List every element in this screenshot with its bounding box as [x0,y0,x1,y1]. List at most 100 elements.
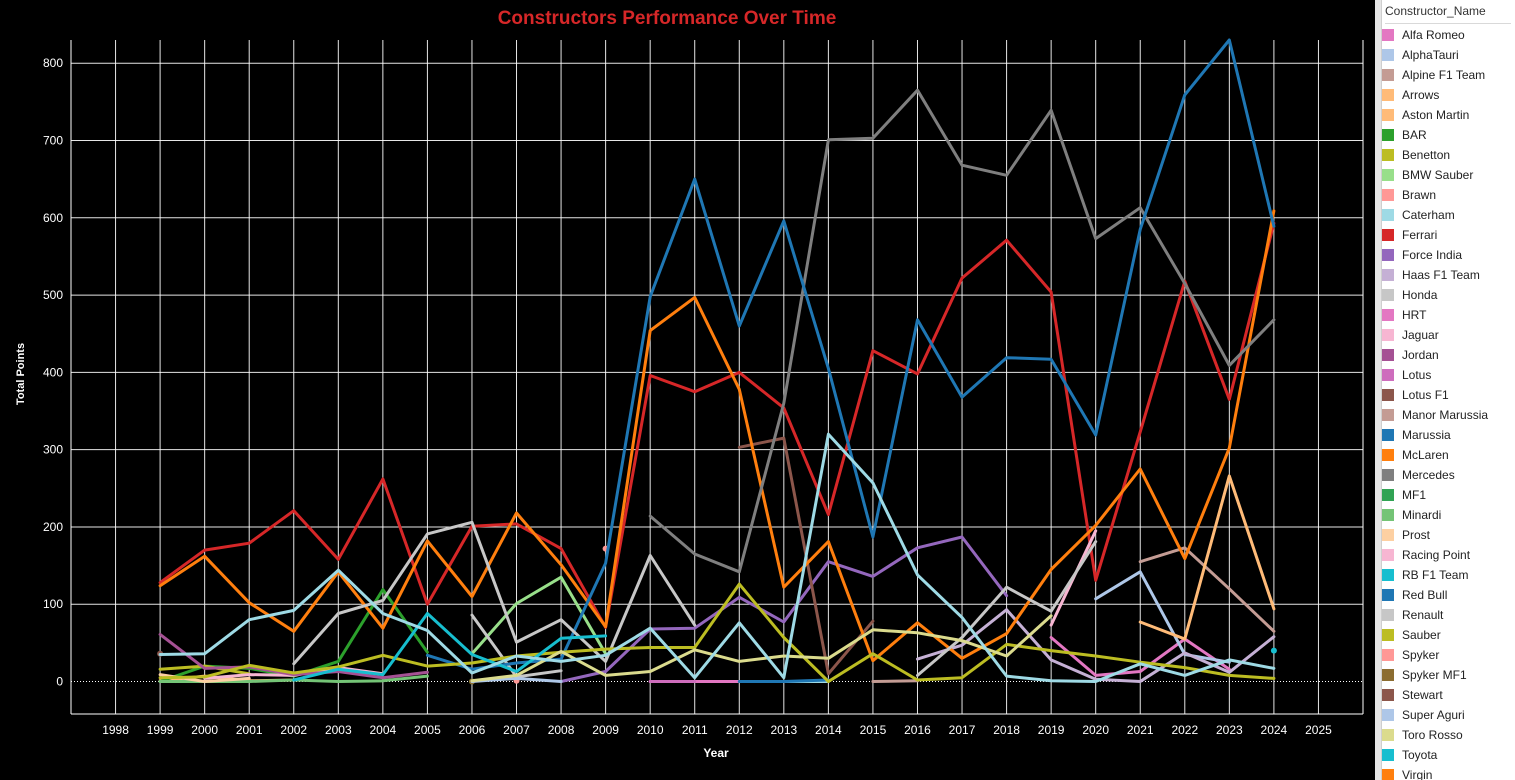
legend-item[interactable]: Benetton [1382,145,1515,165]
legend-label: Red Bull [1402,588,1448,602]
chart-area: Constructors Performance Over Time 1998 19… [15,8,1364,760]
legend-item[interactable]: Arrows [1382,85,1515,105]
legend-item[interactable]: Marussia [1382,425,1515,445]
series-line-alpine-f1-team [1138,546,1276,633]
legend-item[interactable]: RB F1 Team [1382,565,1515,585]
legend-item[interactable]: Brawn [1382,185,1515,205]
legend-label: Super Aguri [1402,708,1465,722]
series-line-williams [158,432,1276,683]
legend-item[interactable]: Mercedes [1382,465,1515,485]
legend-label: Marussia [1402,428,1451,442]
legend-item[interactable]: BMW Sauber [1382,165,1515,185]
y-tick-label: 100 [43,597,63,611]
legend-item[interactable]: Jordan [1382,345,1515,365]
legend-item[interactable]: Spyker MF1 [1382,665,1515,685]
legend-item[interactable]: Spyker [1382,645,1515,665]
x-tick-label: 2005 [414,723,441,737]
legend-item[interactable]: Super Aguri [1382,705,1515,725]
legend-swatch [1382,109,1394,121]
x-tick-label: 2014 [815,723,842,737]
legend-label: Lotus [1402,368,1432,382]
legend-item[interactable]: Caterham [1382,205,1515,225]
legend-item[interactable]: Ferrari [1382,225,1515,245]
legend-swatch [1382,469,1394,481]
x-tick-label: 2025 [1305,723,1332,737]
legend-item[interactable]: Renault [1382,605,1515,625]
legend-swatch [1382,669,1394,681]
series-line-jordan [158,632,429,680]
x-tick-label: 2015 [860,723,887,737]
legend-swatch [1382,129,1394,141]
legend-item[interactable]: Toro Rosso [1382,725,1515,745]
legend-item[interactable]: Virgin [1382,765,1515,780]
legend-swatch [1382,69,1394,81]
legend-swatch [1382,49,1394,61]
legend-label: HRT [1402,308,1427,322]
legend-item[interactable]: McLaren [1382,445,1515,465]
legend-item[interactable]: Toyota [1382,745,1515,765]
legend-label: Caterham [1402,208,1455,222]
legend-item[interactable]: BAR [1382,125,1515,145]
series-line-red-bull [425,38,1276,671]
legend-label: Spyker MF1 [1402,668,1467,682]
legend-panel[interactable]: Constructor_Name Alfa Romeo AlphaTauri Alp… [1375,0,1515,780]
legend-item[interactable]: Stewart [1382,685,1515,705]
legend-swatch [1382,189,1394,201]
legend-swatch [1382,649,1394,661]
legend-label: Honda [1402,288,1438,302]
legend-item[interactable]: Racing Point [1382,545,1515,565]
legend-item[interactable]: Minardi [1382,505,1515,525]
legend-item[interactable]: Haas F1 Team [1382,265,1515,285]
legend-item[interactable]: Manor Marussia [1382,405,1515,425]
legend-item[interactable]: HRT [1382,305,1515,325]
legend-item[interactable]: Aston Martin [1382,105,1515,125]
legend-item[interactable]: Jaguar [1382,325,1515,345]
legend-label: Aston Martin [1402,108,1470,122]
x-tick-label: 2004 [370,723,397,737]
legend-item[interactable]: Honda [1382,285,1515,305]
legend-swatch [1382,509,1394,521]
legend-item[interactable]: Alfa Romeo [1382,25,1515,45]
legend-label: Renault [1402,608,1444,622]
x-tick-label: 2008 [548,723,575,737]
legend-label: Mercedes [1402,468,1455,482]
legend-swatch [1382,589,1394,601]
x-tick-label: 2023 [1216,723,1243,737]
x-tick-label: 2011 [682,723,708,737]
legend-item[interactable]: Alpine F1 Team [1382,65,1515,85]
legend-item[interactable]: Prost [1382,525,1515,545]
legend-item[interactable]: AlphaTauri [1382,45,1515,65]
series-line-marussia [737,678,830,683]
x-tick-label: 2019 [1038,723,1065,737]
y-tick-label: 700 [43,133,63,147]
legend-swatch [1382,389,1394,401]
legend-item[interactable]: MF1 [1382,485,1515,505]
x-tick-label: 2022 [1171,723,1198,737]
x-tick-label: 1999 [147,723,174,737]
legend-label: McLaren [1402,448,1449,462]
legend-swatch [1382,89,1394,101]
series-line-bmw-sauber [470,575,608,656]
x-tick-label: 2018 [993,723,1020,737]
y-tick-label: 400 [43,365,63,379]
x-tick-label: 2021 [1127,723,1154,737]
legend-item[interactable]: Sauber [1382,625,1515,645]
legend-swatch [1382,749,1394,761]
legend-item[interactable]: Lotus [1382,365,1515,385]
line-chart: Constructors Performance Over Time 1998 19… [15,8,1364,760]
legend-item[interactable]: Lotus F1 [1382,385,1515,405]
legend-item[interactable]: Force India [1382,245,1515,265]
legend-label: Minardi [1402,508,1442,522]
legend-label: Haas F1 Team [1402,268,1480,282]
legend-swatch [1382,209,1394,221]
legend-swatch [1382,449,1394,461]
legend-swatch [1382,489,1394,501]
legend-item[interactable]: Red Bull [1382,585,1515,605]
legend-scrollbar[interactable] [1375,0,1382,780]
legend-swatch [1382,329,1394,341]
legend-label: Virgin [1402,768,1433,780]
series-line-sauber [158,582,1276,683]
series-line-mclaren [158,209,1276,663]
series-line-renault [292,520,697,666]
x-tick-label: 1998 [102,723,129,737]
